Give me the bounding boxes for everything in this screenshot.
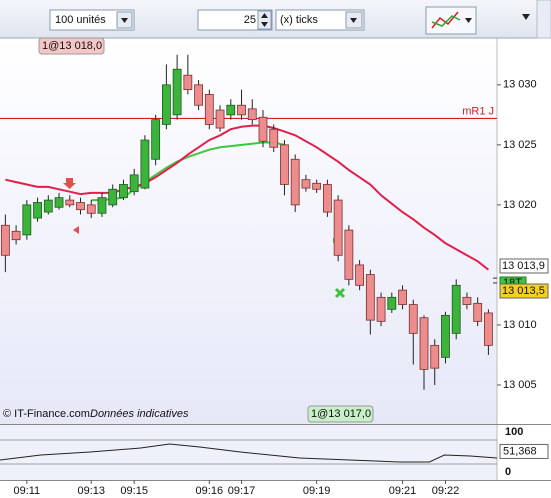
spin-arrows	[261, 13, 268, 27]
price-tag-box	[499, 283, 549, 299]
candle-body	[280, 144, 289, 185]
dropdown-arrow	[465, 18, 472, 23]
candle-body	[269, 128, 279, 148]
candle-body	[108, 188, 118, 206]
candle-body	[247, 108, 257, 121]
price-tag-box	[499, 258, 549, 274]
candle-body	[237, 104, 246, 116]
candle-body	[215, 109, 225, 129]
candle-body	[226, 104, 236, 116]
ticks-unit: (x) ticks	[280, 14, 318, 26]
ticks-input[interactable]	[197, 9, 273, 31]
scrollbar[interactable]	[536, 0, 551, 39]
signal-arrow	[63, 178, 76, 189]
candle-body	[54, 197, 64, 208]
candle-body	[322, 184, 332, 213]
candle-body	[43, 199, 53, 213]
x-tick-label: 09:16	[196, 485, 224, 497]
candle-body	[183, 74, 193, 91]
candle-body	[398, 289, 407, 305]
y-tick-label: 13 030	[503, 79, 537, 91]
candle-body	[33, 202, 42, 219]
candle-body	[76, 202, 85, 211]
units-text: 100 unités	[55, 14, 106, 26]
candle-body	[408, 304, 418, 334]
y-tick-label: 100	[505, 426, 523, 438]
candle-body	[161, 84, 171, 125]
x-tick-label: 09:15	[120, 485, 148, 497]
ticks-dropdown[interactable]	[275, 9, 365, 31]
candle-body	[376, 296, 386, 322]
candle-body	[172, 68, 182, 116]
ticks-count: 25	[244, 14, 256, 26]
level-label: mR1 J	[462, 105, 494, 117]
y-tick-label: 13 025	[503, 139, 537, 151]
candle-body	[97, 197, 107, 214]
candle-body	[333, 199, 343, 256]
candle-body	[484, 312, 493, 346]
units-dropdown[interactable]	[49, 9, 135, 31]
candle-body	[140, 139, 150, 189]
moving-average	[5, 124, 490, 271]
price-tag: 13 013,5	[502, 285, 545, 297]
candle-body	[11, 230, 21, 241]
price-tag: 13 013,9	[502, 260, 545, 272]
candle-body	[365, 274, 375, 321]
candle-body	[419, 317, 429, 370]
menu-arrow[interactable]	[522, 14, 530, 20]
candle-body	[22, 204, 32, 236]
x-tick-label: 09:21	[389, 485, 417, 497]
dropdown-arrow	[121, 18, 128, 23]
candle-body	[86, 204, 96, 214]
candle-body	[473, 302, 483, 322]
candle-body	[258, 116, 268, 142]
candle-body	[194, 84, 203, 106]
oscillator-line	[0, 443, 498, 463]
spin-button[interactable]	[257, 10, 272, 30]
y-tick-label: 13 010	[503, 319, 537, 331]
note: Données indicatives	[90, 408, 189, 420]
candle-body	[387, 296, 397, 310]
candle-body	[119, 184, 128, 199]
candle-body	[204, 94, 214, 125]
candle-body	[312, 182, 322, 190]
candle-body	[451, 284, 461, 334]
candle-body	[65, 199, 75, 206]
candle-body	[0, 224, 10, 256]
order-tag-box[interactable]	[38, 37, 105, 55]
order-tag: 1@13 017,0	[311, 408, 371, 420]
indicator-icon	[431, 15, 461, 27]
candle-body	[355, 264, 365, 286]
copyright: © IT-Finance.com	[3, 408, 90, 420]
order-tag: 1@13 018,0	[42, 40, 102, 52]
candle-body	[301, 179, 311, 189]
candle-body	[344, 229, 354, 280]
x-tick-label: 09:19	[303, 485, 331, 497]
signal-marker	[73, 226, 79, 234]
candle-body	[430, 344, 440, 369]
y-tick-label: 0	[505, 466, 511, 478]
last-value-box	[499, 443, 549, 459]
x-tick-label: 09:17	[228, 485, 256, 497]
candle-body	[462, 296, 472, 305]
plot-area	[0, 38, 497, 424]
candle-body	[151, 119, 161, 160]
candle-body	[129, 174, 139, 193]
x-tick-label: 09:11	[13, 485, 40, 497]
y-tick-label: 13 020	[503, 199, 537, 211]
dropdown-arrow	[350, 18, 357, 23]
last-value: 51,368	[503, 445, 537, 457]
y-tick-label: 13 005	[503, 379, 537, 391]
signal-cross	[334, 287, 346, 299]
candle-body	[441, 314, 450, 358]
x-tick-label: 09:13	[77, 485, 105, 497]
order-tag-box[interactable]	[307, 405, 374, 423]
x-tick-label: 09:22	[432, 485, 460, 497]
candle-body	[290, 158, 300, 206]
